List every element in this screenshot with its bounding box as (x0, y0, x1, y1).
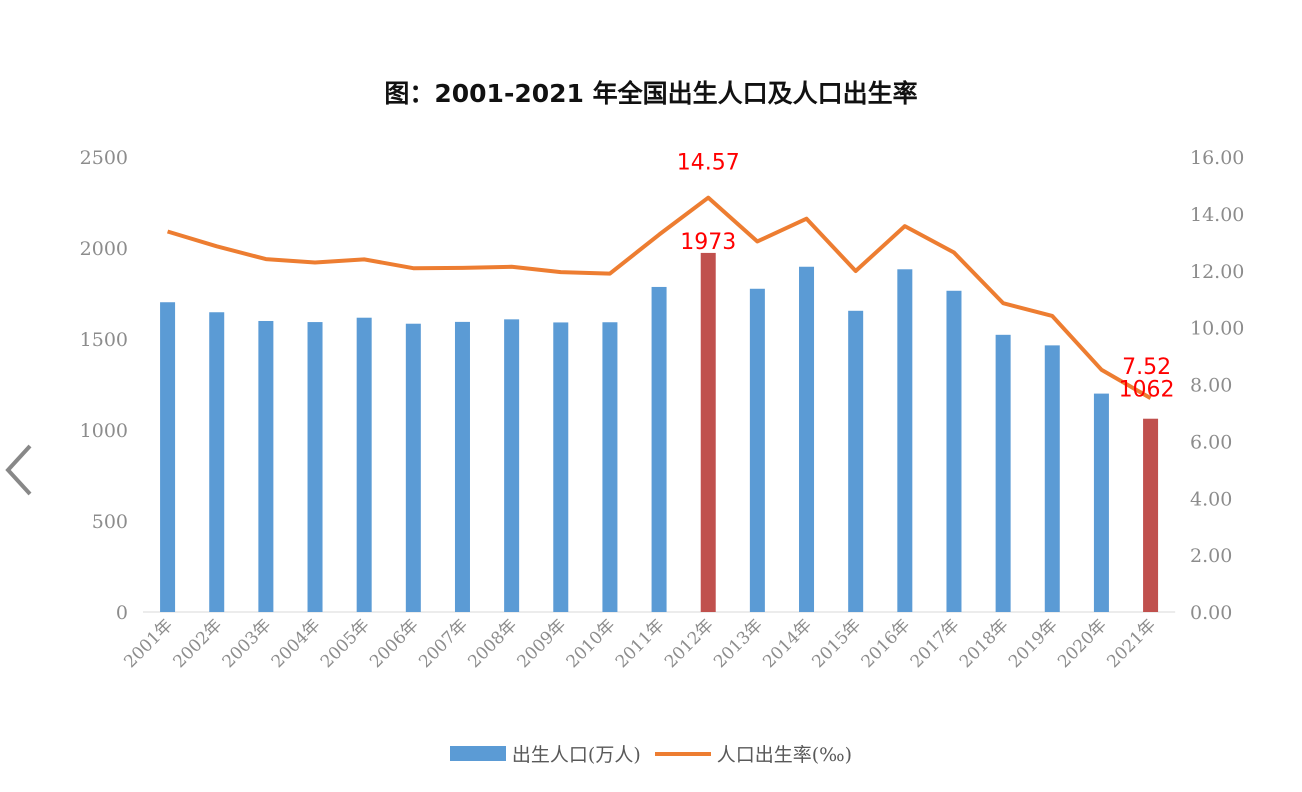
bar-2018年 (995, 334, 1011, 612)
x-tick-label: 2001年 (120, 615, 177, 672)
x-tick-label: 2016年 (858, 615, 915, 672)
legend: 出生人口(万人) 人口出生率(‰) (0, 740, 1302, 767)
bar-2007年 (454, 321, 470, 612)
x-tick-label: 2015年 (808, 615, 865, 672)
bar-2016年 (897, 269, 913, 612)
chevron-left-icon[interactable] (2, 440, 42, 500)
legend-swatch-bar (449, 746, 506, 761)
right-tick-label: 16.00 (1190, 147, 1244, 169)
left-tick-label: 1000 (80, 420, 128, 442)
bar-2008年 (504, 319, 520, 612)
data-label: 1973 (680, 230, 736, 255)
data-label: 7.52 (1122, 355, 1171, 380)
bar-2006年 (405, 323, 421, 612)
right-tick-label: 10.00 (1190, 318, 1244, 340)
bar-2015年 (848, 310, 864, 612)
bar-2013年 (749, 288, 765, 612)
bar-2020年 (1093, 393, 1109, 612)
bar-2012年 (700, 252, 716, 612)
x-tick-label: 2007年 (415, 615, 472, 672)
data-label: 1062 (1119, 378, 1175, 403)
bar-2005年 (356, 317, 372, 612)
legend-label: 人口出生率(‰) (716, 744, 853, 766)
bar-2011年 (651, 286, 667, 612)
x-tick-label: 2006年 (366, 615, 423, 672)
bar-2014年 (799, 266, 815, 612)
x-tick-label: 2017年 (907, 615, 964, 672)
right-tick-label: 14.00 (1190, 204, 1244, 226)
right-tick-label: 6.00 (1190, 431, 1232, 453)
left-tick-label: 500 (92, 511, 128, 533)
bar-2003年 (258, 320, 274, 612)
bar-2010年 (602, 322, 618, 612)
right-tick-label: 0.00 (1190, 602, 1232, 624)
bar-2001年 (160, 302, 176, 612)
x-tick-label: 2009年 (514, 615, 571, 672)
left-tick-label: 1500 (80, 329, 128, 351)
x-tick-label: 2020年 (1054, 615, 1111, 672)
x-tick-label: 2018年 (956, 615, 1013, 672)
right-tick-label: 2.00 (1190, 545, 1232, 567)
x-tick-label: 2014年 (759, 615, 816, 672)
legend-item-rate: 人口出生率(‰) (654, 740, 853, 767)
x-tick-label: 2021年 (1103, 615, 1160, 672)
bar-2019年 (1044, 345, 1060, 612)
x-tick-label: 2012年 (661, 615, 718, 672)
left-tick-label: 2500 (80, 147, 128, 169)
x-tick-label: 2005年 (317, 615, 374, 672)
chart-title: 图：2001-2021 年全国出生人口及人口出生率 (384, 79, 918, 108)
bar-2017年 (946, 290, 962, 612)
legend-swatch-line (654, 751, 711, 756)
legend-item-births: 出生人口(万人) (449, 740, 641, 767)
bar-2009年 (553, 322, 569, 612)
bar-2004年 (307, 322, 323, 612)
x-tick-label: 2002年 (170, 615, 227, 672)
right-tick-label: 12.00 (1190, 261, 1244, 283)
left-tick-label: 2000 (80, 238, 128, 260)
x-tick-label: 2003年 (219, 615, 276, 672)
left-tick-label: 0 (116, 602, 128, 624)
x-tick-label: 2010年 (563, 615, 620, 672)
x-tick-label: 2011年 (612, 615, 669, 672)
legend-label: 出生人口(万人) (511, 744, 641, 766)
data-label: 14.57 (677, 151, 740, 176)
bar-2021年 (1143, 418, 1159, 612)
right-tick-label: 4.00 (1190, 488, 1232, 510)
x-tick-label: 2004年 (268, 615, 325, 672)
bar-2002年 (209, 312, 225, 612)
right-tick-label: 8.00 (1190, 375, 1232, 397)
x-tick-label: 2019年 (1005, 615, 1062, 672)
x-tick-label: 2008年 (464, 615, 521, 672)
x-tick-label: 2013年 (710, 615, 767, 672)
